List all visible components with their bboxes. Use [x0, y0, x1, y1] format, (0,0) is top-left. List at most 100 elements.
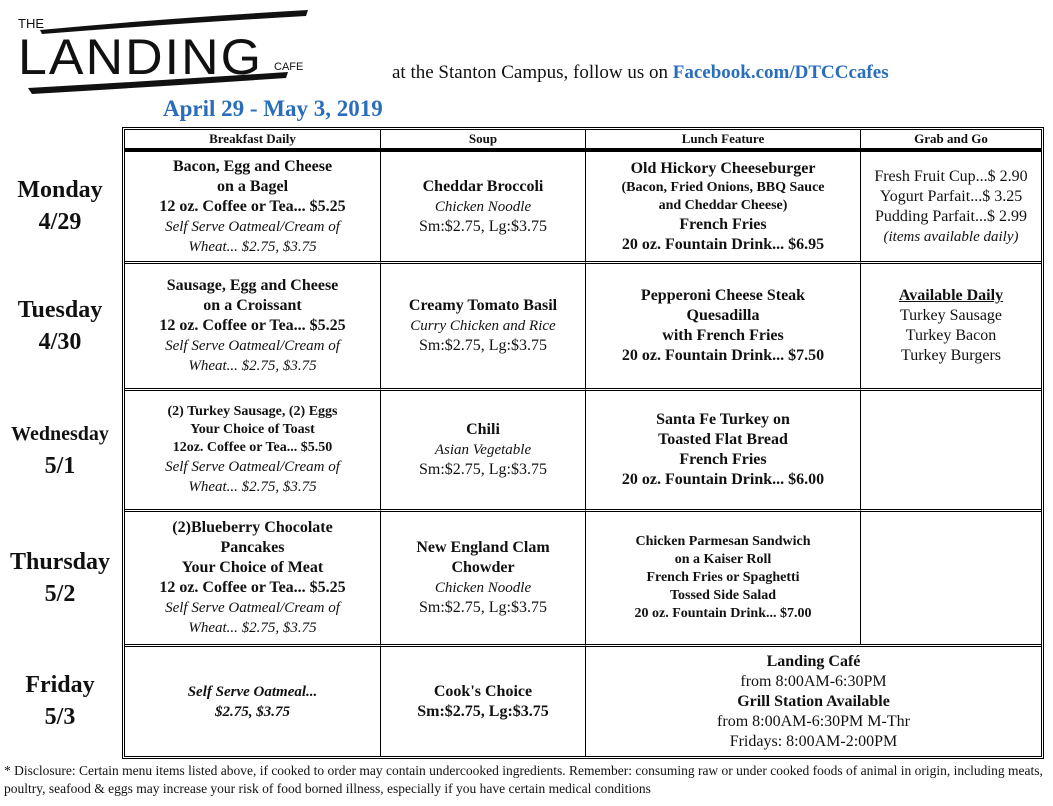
- menu-line: Turkey Bacon: [905, 327, 997, 344]
- day-name: Friday: [25, 672, 95, 698]
- menu-line: Pepperoni Cheese Steak: [640, 287, 806, 304]
- menu-line: Grill Station Available: [737, 692, 890, 710]
- tagline: at the Stanton Campus, follow us on Face…: [392, 62, 889, 84]
- menu-line: French Fries or Spaghetti: [646, 570, 800, 585]
- date-range: April 29 - May 3, 2019: [163, 96, 383, 121]
- menu-line: (2) Turkey Sausage, (2) Eggs: [167, 404, 338, 419]
- menu-line: Wheat... $2.75, $3.75: [188, 358, 317, 374]
- lunch-cell: Pepperoni Cheese Steak Quesadilla with Fre…: [585, 261, 860, 388]
- menu-line: Turkey Burgers: [900, 347, 1001, 364]
- menu-line: Quesadilla: [686, 307, 760, 324]
- menu-line: Self Serve Oatmeal/Cream of: [165, 459, 340, 475]
- menu-line: 12 oz. Coffee or Tea... $5.25: [159, 579, 346, 596]
- hours-cell: Landing Café from 8:00AM-6:30PM Grill Stat…: [585, 644, 1041, 756]
- menu-line: Bacon, Egg and Cheese: [172, 157, 333, 175]
- menu-line: from 8:00AM-6:30PM: [740, 672, 887, 690]
- menu-line: on a Bagel: [216, 177, 289, 195]
- menu-line: Chowder: [451, 559, 515, 576]
- menu-line: (items available daily): [883, 228, 1019, 245]
- day-name: Tuesday: [17, 296, 103, 323]
- lunch-cell: Santa Fe Turkey on Toasted Flat Bread Fren…: [585, 388, 860, 509]
- menu-line: 12 oz. Coffee or Tea... $5.25: [159, 197, 346, 215]
- menu-line: Curry Chicken and Rice: [410, 318, 556, 334]
- grab-and-go-cell: Available Daily Turkey Sausage Turkey Baco…: [860, 261, 1041, 388]
- lunch-cell: Chicken Parmesan Sandwich on a Kaiser Rol…: [585, 509, 860, 644]
- menu-line: Asian Vegetable: [434, 442, 532, 458]
- lunch-cell: Old Hickory Cheeseburger (Bacon, Fried On…: [585, 148, 860, 261]
- menu-line: Fridays: 8:00AM-2:00PM: [729, 732, 898, 750]
- soup-cell: Creamy Tomato Basil Curry Chicken and Ric…: [380, 261, 585, 388]
- menu-line: Landing Café: [766, 652, 861, 670]
- grab-and-go-cell: [860, 509, 1041, 644]
- facebook-link[interactable]: Facebook.com/DTCCcafes: [672, 62, 889, 83]
- day-label-tuesday: Tuesday 4/30: [0, 262, 120, 389]
- menu-line: Wheat... $2.75, $3.75: [188, 620, 317, 636]
- breakfast-cell: Sausage, Egg and Cheese on a Croissant 12 …: [125, 261, 380, 388]
- menu-line: Wheat... $2.75, $3.75: [188, 479, 317, 495]
- day-labels: Monday 4/29 Tuesday 4/30 Wednesday 5/1 Thursda…: [0, 127, 120, 757]
- disclosure-footer: * Disclosure: Certain menu items listed …: [4, 763, 1043, 796]
- menu-line: Self Serve Oatmeal...: [187, 683, 318, 700]
- day-date: 5/1: [44, 452, 76, 479]
- menu-line: Chicken Noodle: [434, 198, 532, 215]
- menu-line: 20 oz. Fountain Drink... $6.95: [621, 235, 825, 253]
- soup-cell: New England Clam Chowder Chicken Noodle Sm:…: [380, 509, 585, 644]
- breakfast-cell: (2) Turkey Sausage, (2) Eggs Your Choice …: [125, 388, 380, 509]
- menu-line: Chicken Parmesan Sandwich: [635, 534, 811, 549]
- menu-line: Toasted Flat Bread: [658, 431, 788, 448]
- menu-line: Wheat... $2.75, $3.75: [188, 238, 317, 255]
- menu-line: on a Kaiser Roll: [674, 552, 772, 567]
- day-label-friday: Friday 5/3: [0, 645, 120, 757]
- day-name: Wednesday: [11, 422, 109, 445]
- menu-line: (2)Blueberry Chocolate: [172, 519, 333, 536]
- day-label-thursday: Thursday 5/2: [0, 510, 120, 645]
- svg-text:CAFE: CAFE: [274, 61, 303, 73]
- svg-text:LANDING: LANDING: [18, 29, 263, 85]
- menu-line: and Cheddar Cheese): [658, 197, 788, 213]
- breakfast-cell: (2)Blueberry Chocolate Pancakes Your Choic…: [125, 509, 380, 644]
- menu-line: Yogurt Parfait...$ 3.25: [879, 187, 1023, 205]
- menu-line: French Fries: [679, 215, 767, 233]
- menu-line: Sm:$2.75, Lg:$3.75: [418, 217, 547, 235]
- column-header: Grab and Go: [860, 130, 1041, 148]
- grab-and-go-cell: Fresh Fruit Cup...$ 2.90 Yogurt Parfait..…: [860, 148, 1041, 261]
- menu-line: 20 oz. Fountain Drink... $6.00: [621, 471, 825, 488]
- menu-line: $2.75, $3.75: [215, 703, 290, 720]
- landing-cafe-logo: THE LANDING CAFE: [18, 8, 318, 94]
- menu-line: Sm:$2.75, Lg:$3.75: [418, 599, 547, 616]
- menu-line: Self Serve Oatmeal/Cream of: [165, 600, 340, 616]
- menu-line: Creamy Tomato Basil: [408, 297, 558, 314]
- day-date: 5/3: [44, 704, 76, 730]
- soup-cell: Cook's Choice Sm:$2.75, Lg:$3.75: [380, 644, 585, 756]
- day-name: Monday: [17, 176, 103, 203]
- menu-line: Tossed Side Salad: [669, 588, 777, 603]
- menu-line: from 8:00AM-6:30PM M-Thr: [717, 712, 910, 730]
- menu-line: Cheddar Broccoli: [422, 177, 544, 195]
- svg-text:THE: THE: [18, 16, 44, 31]
- soup-cell: Cheddar Broccoli Chicken Noodle Sm:$2.75, …: [380, 148, 585, 261]
- menu-line: Sm:$2.75, Lg:$3.75: [418, 461, 547, 478]
- breakfast-cell: Bacon, Egg and Cheese on a Bagel 12 oz. Co…: [125, 148, 380, 261]
- soup-cell: Chili Asian Vegetable Sm:$2.75, Lg:$3.75: [380, 388, 585, 509]
- day-label-monday: Monday 4/29: [0, 149, 120, 262]
- tagline-text: at the Stanton Campus, follow us on: [392, 62, 673, 83]
- menu-line: Old Hickory Cheeseburger: [630, 159, 816, 177]
- menu-line: Sm:$2.75, Lg:$3.75: [418, 337, 547, 354]
- day-label-wednesday: Wednesday 5/1: [0, 389, 120, 510]
- menu-line: Sausage, Egg and Cheese: [166, 277, 339, 294]
- menu-line: Available Daily: [898, 287, 1004, 304]
- day-name: Thursday: [9, 548, 111, 575]
- menu-line: on a Croissant: [203, 297, 302, 314]
- menu-line: 12oz. Coffee or Tea... $5.50: [172, 440, 333, 455]
- menu-line: Your Choice of Meat: [181, 559, 324, 576]
- column-header: Lunch Feature: [585, 130, 860, 148]
- menu-table: Breakfast Daily Soup Lunch Feature Grab and…: [122, 127, 1044, 759]
- menu-line: French Fries: [679, 451, 767, 468]
- menu-line: 12 oz. Coffee or Tea... $5.25: [159, 317, 346, 334]
- menu-line: Santa Fe Turkey on: [656, 411, 790, 428]
- column-header: Soup: [380, 130, 585, 148]
- day-date: 5/2: [44, 580, 76, 607]
- column-header: Breakfast Daily: [209, 131, 296, 146]
- menu-line: Self Serve Oatmeal/Cream of: [165, 338, 340, 354]
- menu-line: New England Clam: [416, 539, 550, 556]
